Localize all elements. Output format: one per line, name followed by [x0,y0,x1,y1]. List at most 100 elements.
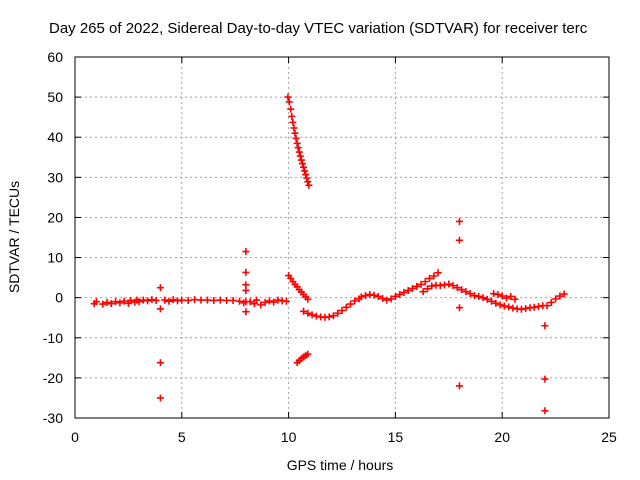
data-point [112,298,120,306]
data-point [530,303,538,311]
data-point [374,292,382,300]
data-point [300,163,308,171]
data-point [116,299,124,307]
data-point [156,284,164,292]
chart-title: Day 265 of 2022, Sidereal Day-to-day VTE… [49,20,588,37]
y-tick-label: -30 [43,410,63,426]
data-point [370,291,378,299]
data-point [270,298,278,306]
data-point [298,160,306,168]
data-point [261,298,269,306]
data-point [304,178,312,186]
data-point [284,93,292,101]
data-point [312,312,320,320]
data-point [498,292,506,300]
data-point [522,304,530,312]
data-point [242,248,250,256]
data-point [285,98,293,106]
y-tick-label: -20 [43,370,63,386]
data-point [496,301,504,309]
x-tick-label: 15 [388,429,404,445]
data-point [92,298,100,306]
data-point [338,307,346,315]
data-point [265,297,273,305]
data-point [302,171,310,179]
data-points [90,93,568,415]
data-point [556,292,564,300]
data-point [296,152,304,160]
data-point [250,300,258,308]
data-point [479,294,487,302]
data-point [223,296,231,304]
x-axis-label: GPS time / hours [287,457,394,473]
data-point [210,296,218,304]
data-point [178,296,186,304]
y-tick-label: 50 [47,89,63,105]
data-point [184,296,192,304]
data-point [334,309,342,317]
data-point [148,296,156,304]
data-point [274,296,282,304]
data-point [455,382,463,390]
data-point [455,304,463,312]
data-point [500,302,508,310]
data-point [229,296,237,304]
data-point [139,296,147,304]
data-point [308,311,316,319]
data-point [492,299,500,307]
data-point [127,296,135,304]
data-point [103,298,111,306]
data-point [282,297,290,305]
data-point [436,282,444,290]
data-point [413,282,421,290]
data-point [400,288,408,296]
data-point [351,297,359,305]
data-point [560,290,568,298]
data-point [235,297,243,305]
data-point [423,285,431,293]
data-point [543,302,551,310]
data-point [387,295,395,303]
data-point [445,280,453,288]
data-point [511,295,519,303]
x-tick-label: 25 [601,429,617,445]
data-point [421,278,429,286]
data-point [174,297,182,305]
data-point [295,148,303,156]
data-point [466,290,474,298]
data-point [165,297,173,305]
data-point [169,296,177,304]
data-point [152,296,160,304]
data-point [366,290,374,298]
data-point [391,292,399,300]
data-point [541,322,549,330]
y-tick-label: -10 [43,330,63,346]
data-point [197,296,205,304]
y-tick-label: 60 [47,49,63,65]
data-point [535,302,543,310]
data-point [383,296,391,304]
y-tick-label: 30 [47,169,63,185]
data-point [292,134,300,142]
data-point [509,304,517,312]
data-point [291,129,299,137]
data-point [242,268,250,276]
data-point [191,296,199,304]
data-point [288,112,296,120]
data-point [490,290,498,298]
data-point [342,303,350,311]
data-point [453,284,461,292]
data-point [483,295,491,303]
data-point [99,300,107,308]
data-point [161,296,169,304]
data-point [304,295,312,303]
data-point [502,294,510,302]
data-point [329,312,337,320]
y-axis-label: SDTVAR / TECUs [6,181,22,293]
data-point [379,294,387,302]
data-point [253,296,261,304]
data-point [434,269,442,277]
data-point [289,118,297,126]
y-tick-label: 20 [47,209,63,225]
